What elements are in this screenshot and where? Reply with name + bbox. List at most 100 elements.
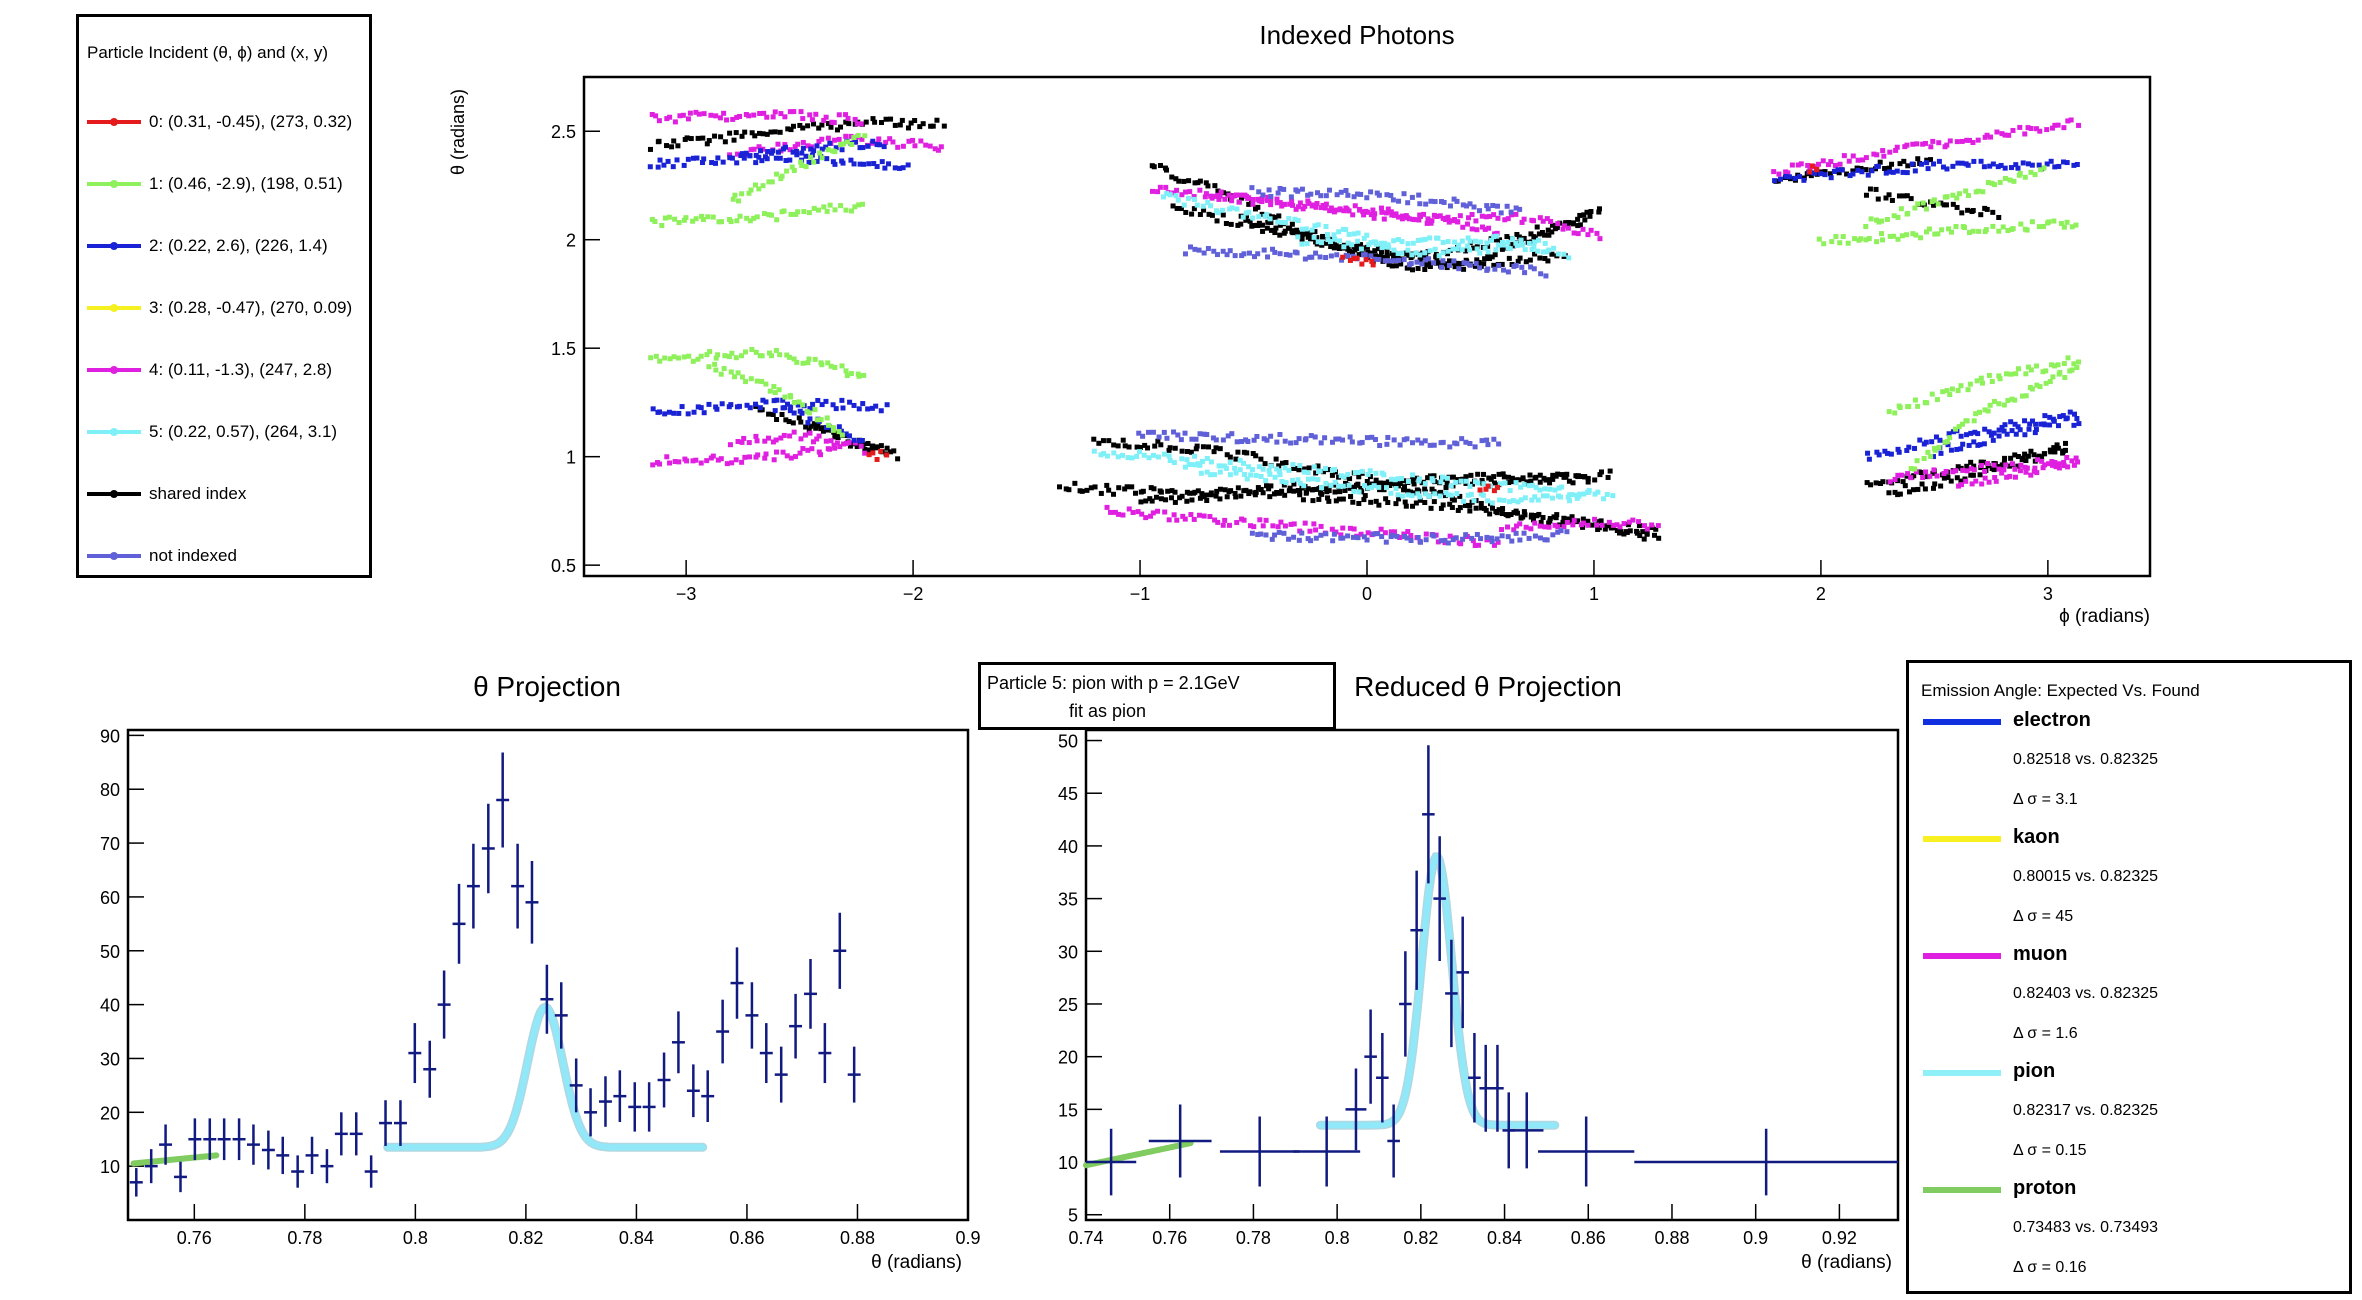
photon-point: [1172, 489, 1178, 495]
photon-point: [1897, 491, 1903, 497]
photon-point: [1300, 497, 1306, 503]
photon-point: [1371, 215, 1377, 221]
photon-point: [1829, 239, 1835, 245]
photon-point: [1333, 207, 1339, 213]
photon-point: [2056, 465, 2062, 471]
photon-point: [799, 162, 805, 168]
photon-point: [1922, 486, 1928, 492]
photon-point: [874, 164, 880, 170]
photon-point: [2007, 473, 2013, 479]
photon-point: [1143, 515, 1149, 521]
photon-point: [1266, 468, 1272, 474]
photon-point: [1938, 483, 1944, 489]
photon-point: [1939, 227, 1945, 233]
photon-point: [1814, 167, 1820, 173]
photon-point: [828, 438, 834, 444]
photon-point: [1340, 525, 1346, 531]
photon-point: [1873, 480, 1879, 486]
photon-point: [1487, 213, 1493, 219]
photon-point: [1410, 440, 1416, 446]
photon-point: [1400, 493, 1406, 499]
photon-point: [1163, 497, 1169, 503]
photon-point: [1393, 501, 1399, 507]
photon-point: [1454, 198, 1460, 204]
photon-point: [1211, 472, 1217, 478]
x-tick-label: −3: [676, 584, 697, 604]
photon-point: [2056, 461, 2062, 467]
photon-point: [1496, 441, 1502, 447]
photon-point: [807, 430, 813, 436]
photon-point: [1312, 223, 1318, 229]
photon-point: [1202, 194, 1208, 200]
photon-point: [1491, 488, 1497, 494]
photon-point: [1361, 235, 1367, 241]
photon-point: [1331, 531, 1337, 537]
photon-point: [1431, 473, 1437, 479]
photon-point: [1970, 208, 1976, 214]
photon-point: [819, 362, 825, 368]
photon-point: [1908, 196, 1914, 202]
photon-point: [2075, 459, 2081, 465]
photon-point: [1333, 482, 1339, 488]
photon-point: [1954, 446, 1960, 452]
photon-point: [1481, 471, 1487, 477]
photon-point: [768, 129, 774, 135]
photon-point: [1915, 156, 1921, 162]
photon-point: [1537, 215, 1543, 221]
photon-point: [1521, 216, 1527, 222]
photon-point: [1928, 453, 1934, 459]
photon-point: [739, 439, 745, 445]
legend-entry: 0: (0.31, -0.45), (273, 0.32): [79, 107, 369, 137]
x-tick-label: 0.82: [1403, 1228, 1438, 1248]
photon-point: [760, 131, 766, 137]
photon-point: [1305, 198, 1311, 204]
photon-point: [1505, 534, 1511, 540]
photon-point: [1323, 240, 1329, 246]
photon-point: [1938, 200, 1944, 206]
photon-point: [721, 366, 727, 372]
photon-point: [1978, 158, 1984, 164]
photon-point: [1882, 165, 1888, 171]
photon-point: [1332, 467, 1338, 473]
photon-point: [1428, 220, 1434, 226]
photon-point: [1771, 169, 1777, 175]
photon-point: [1364, 435, 1370, 441]
photon-point: [1956, 483, 1962, 489]
photon-point: [877, 142, 883, 148]
photon-point: [1331, 245, 1337, 251]
photon-point: [1455, 477, 1461, 483]
photon-point: [1256, 198, 1262, 204]
photon-point: [1520, 475, 1526, 481]
photon-point: [2047, 378, 2053, 384]
x-tick-label: 3: [2043, 584, 2053, 604]
photon-point: [1975, 431, 1981, 437]
photon-point: [729, 460, 735, 466]
photon-point: [1232, 253, 1238, 259]
photon-point: [1161, 451, 1167, 457]
photon-point: [1929, 439, 1935, 445]
photon-point: [1417, 497, 1423, 503]
photon-point: [728, 369, 734, 375]
photon-point: [1411, 481, 1417, 487]
photon-point: [832, 445, 838, 451]
photon-point: [1125, 455, 1131, 461]
photon-point: [1173, 193, 1179, 199]
y-tick-label: 45: [1058, 784, 1078, 804]
photon-point: [1220, 248, 1226, 254]
photon-point: [1537, 523, 1543, 529]
photon-point: [1351, 488, 1357, 494]
photon-point: [1999, 424, 2005, 430]
photon-point: [1218, 189, 1224, 195]
photon-point: [1918, 235, 1924, 241]
photon-point: [1528, 231, 1534, 237]
photon-point: [1235, 485, 1241, 491]
photon-point: [1621, 521, 1627, 527]
photon-point: [1137, 444, 1143, 450]
photon-point: [1142, 442, 1148, 448]
annotation-line2: fit as pion: [1069, 701, 1147, 721]
photon-point: [1317, 468, 1323, 474]
photon-point: [1356, 500, 1362, 506]
photon-point: [767, 388, 773, 394]
photon-point: [2007, 463, 2013, 469]
legend-label: 0: (0.31, -0.45), (273, 0.32): [149, 112, 353, 131]
